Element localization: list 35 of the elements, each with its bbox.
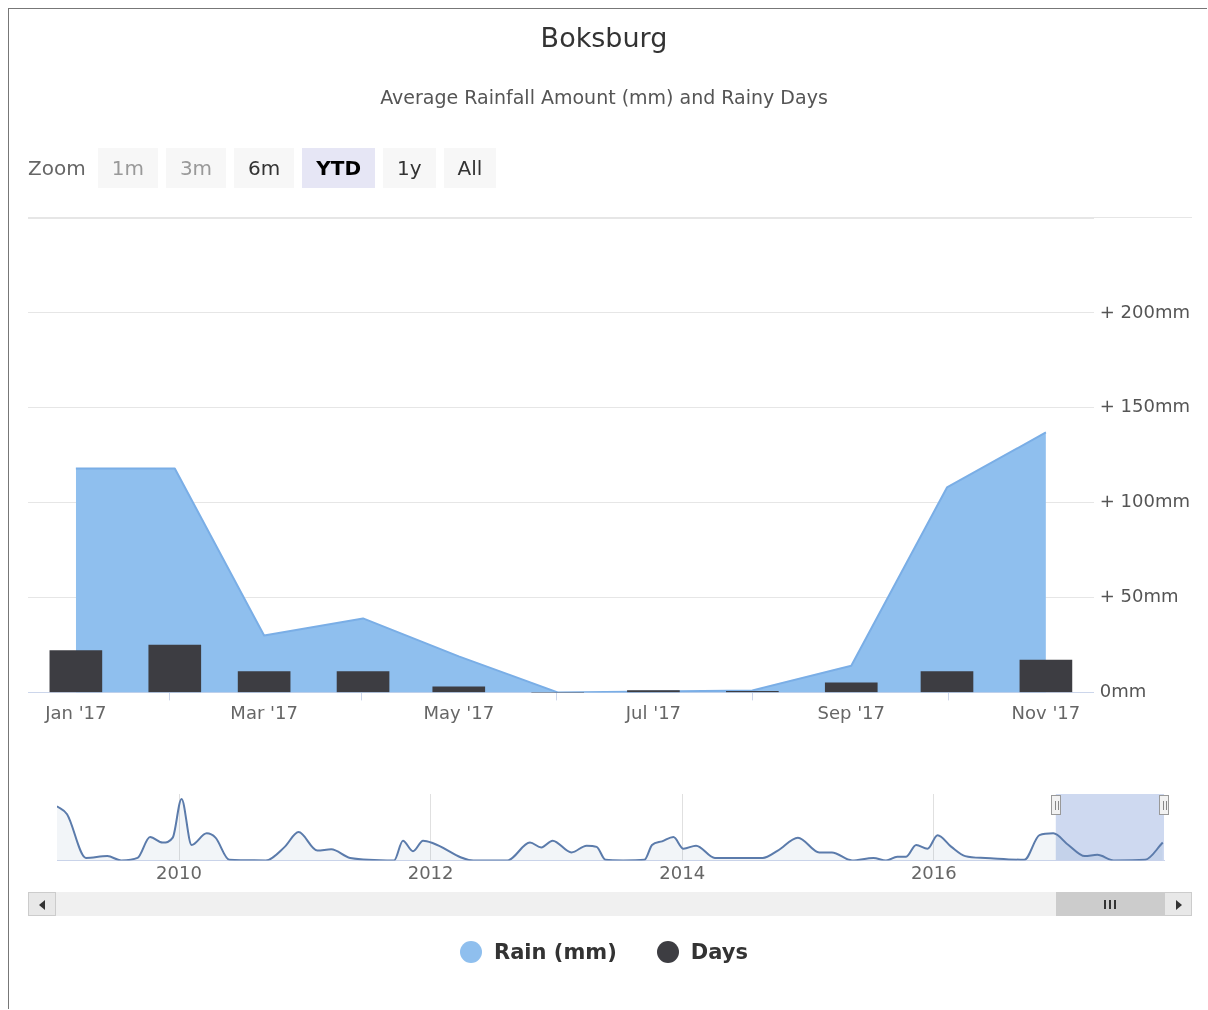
- bar: [148, 644, 202, 693]
- x-tick-label: Jul '17: [624, 701, 682, 723]
- x-tick-label: 2010: [156, 861, 202, 883]
- text: All: [443, 148, 497, 188]
- chart-subtitle: Average Rainfall Amount (mm) and Rainy Days: [379, 86, 829, 108]
- y-tick-label: + 150mm: [1099, 395, 1191, 417]
- bar: [824, 682, 878, 693]
- bar: [627, 690, 680, 693]
- chart-title: Boksburg: [539, 22, 669, 53]
- y-tick-label: + 100mm: [1099, 490, 1191, 512]
- text: 3m: [165, 148, 227, 188]
- bar: [237, 671, 291, 693]
- x-tick-label: May '17: [423, 701, 495, 723]
- legend-label: Days: [690, 940, 748, 964]
- bar: [336, 671, 390, 693]
- x-tick-label: 2014: [659, 861, 706, 883]
- text: Zoom: [28, 156, 86, 180]
- bar: [920, 671, 974, 693]
- text: 1m: [97, 148, 158, 188]
- text: YTD: [302, 148, 376, 188]
- bar: [49, 650, 103, 693]
- y-tick-label: + 200mm: [1099, 300, 1191, 322]
- y-tick-label: 0mm: [1099, 680, 1147, 702]
- bar: [432, 686, 486, 693]
- text: 6m: [234, 148, 295, 188]
- x-tick-label: Nov '17: [1011, 701, 1081, 723]
- x-tick-label: 2012: [407, 861, 454, 883]
- legend-label: Rain (mm): [494, 940, 617, 964]
- text: 1y: [383, 148, 436, 188]
- x-tick-label: Mar '17: [230, 701, 298, 723]
- y-tick-label: + 50mm: [1099, 585, 1179, 607]
- bar: [1019, 659, 1073, 693]
- x-tick-label: 2016: [910, 861, 957, 883]
- x-tick-label: Sep '17: [817, 701, 886, 723]
- x-tick-label: Jan '17: [44, 701, 107, 723]
